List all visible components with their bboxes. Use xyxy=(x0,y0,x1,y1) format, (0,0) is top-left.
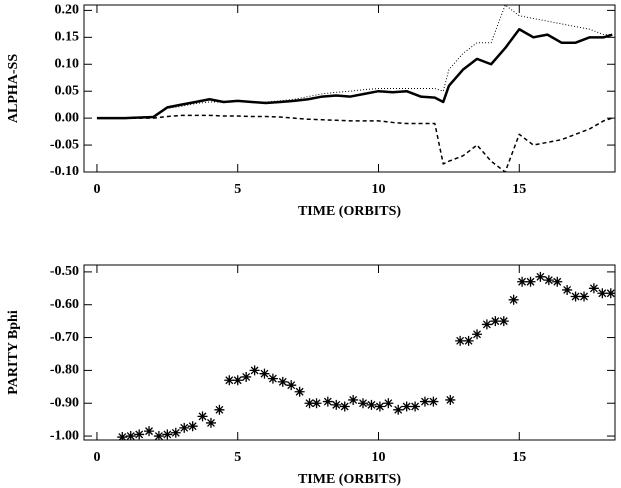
asterisk-marker xyxy=(597,288,608,299)
asterisk-marker xyxy=(374,401,385,412)
asterisk-marker xyxy=(117,432,128,440)
asterisk-marker xyxy=(508,294,519,305)
asterisk-marker xyxy=(481,319,492,330)
x-tick-label: 15 xyxy=(512,182,526,197)
asterisk-marker xyxy=(277,376,288,387)
asterisk-marker xyxy=(197,411,208,422)
asterisk-marker xyxy=(259,368,270,379)
y-axis-label: ALPHA-SS xyxy=(6,54,21,123)
asterisk-marker xyxy=(249,365,260,376)
asterisk-marker xyxy=(605,288,615,299)
x-axis-label: TIME (ORBITS) xyxy=(298,472,401,487)
y-tick-label: -0.50 xyxy=(50,264,79,279)
asterisk-marker xyxy=(331,399,342,410)
panel: 0 5 10 15 -1.00 -0.90 -0.80 -0.70 -0.60 -0.50 TIME… xyxy=(6,264,616,487)
x-tick-label: 15 xyxy=(512,450,526,465)
asterisk-marker xyxy=(463,335,474,346)
x-tick-label: 5 xyxy=(234,182,241,197)
asterisk-marker xyxy=(134,429,145,440)
y-tick-label: -0.60 xyxy=(50,297,79,312)
y-tick-label: 0.05 xyxy=(55,83,80,98)
asterisk-marker xyxy=(311,398,322,409)
asterisk-marker xyxy=(339,401,350,412)
asterisk-marker xyxy=(525,276,536,287)
x-axis-label: TIME (ORBITS) xyxy=(298,204,401,219)
data-line xyxy=(96,114,613,172)
asterisk-marker xyxy=(125,431,136,440)
y-tick-label: -0.05 xyxy=(50,137,79,152)
asterisk-marker xyxy=(153,431,164,440)
y-tick-label: -0.90 xyxy=(50,395,79,410)
asterisk-marker xyxy=(419,396,430,407)
y-tick-label: 0.20 xyxy=(55,3,80,18)
asterisk-marker xyxy=(366,399,377,410)
y-tick-label: 0.15 xyxy=(55,30,80,45)
asterisk-marker xyxy=(294,386,305,397)
asterisk-marker xyxy=(348,394,359,405)
asterisk-marker xyxy=(232,375,243,386)
asterisk-marker xyxy=(241,371,252,382)
y-axis-label: PARITY Bphi xyxy=(6,310,21,395)
asterisk-marker xyxy=(267,373,278,384)
asterisk-marker xyxy=(179,422,190,433)
asterisk-marker xyxy=(498,316,509,327)
asterisk-marker xyxy=(455,335,466,346)
y-tick-label: -0.70 xyxy=(50,330,79,345)
asterisk-marker xyxy=(162,429,173,440)
x-tick-label: 5 xyxy=(234,450,241,465)
x-tick-label: 0 xyxy=(93,450,100,465)
plot-frame xyxy=(83,4,616,173)
asterisk-marker xyxy=(205,417,216,428)
asterisk-marker xyxy=(579,291,590,302)
asterisk-marker xyxy=(428,396,439,407)
asterisk-marker xyxy=(187,421,198,432)
asterisk-marker xyxy=(224,375,235,386)
asterisk-marker xyxy=(393,404,404,415)
plot-area xyxy=(117,271,615,440)
plot-frame xyxy=(83,264,616,441)
asterisk-marker xyxy=(445,394,456,405)
asterisk-marker xyxy=(410,401,421,412)
plot-area xyxy=(96,5,613,172)
x-tick-label: 10 xyxy=(371,182,385,197)
y-tick-label: -0.80 xyxy=(50,363,79,378)
y-tick-label: 0.10 xyxy=(55,56,80,71)
asterisk-marker xyxy=(214,404,225,415)
y-tick-label: -0.10 xyxy=(50,164,79,179)
asterisk-marker xyxy=(543,275,554,286)
y-tick-label: 0.00 xyxy=(55,110,80,125)
asterisk-marker xyxy=(286,380,297,391)
asterisk-marker xyxy=(535,271,546,282)
asterisk-marker xyxy=(383,398,394,409)
asterisk-marker xyxy=(562,284,573,295)
asterisk-marker xyxy=(588,283,599,294)
asterisk-marker xyxy=(170,427,181,438)
asterisk-marker xyxy=(144,426,155,437)
asterisk-marker xyxy=(472,329,483,340)
panel: 0 5 10 15 -0.10 -0.05 0.00 0.05 0.10 0.15 0.20 TIME… xyxy=(6,3,616,219)
x-tick-label: 10 xyxy=(371,450,385,465)
data-line xyxy=(96,27,613,120)
asterisk-marker xyxy=(304,398,315,409)
asterisk-marker xyxy=(358,398,369,409)
data-line xyxy=(96,5,613,119)
asterisk-marker xyxy=(401,401,412,412)
asterisk-marker xyxy=(490,316,501,327)
asterisk-marker xyxy=(322,396,333,407)
asterisk-marker xyxy=(517,276,528,287)
asterisk-marker xyxy=(570,291,581,302)
asterisk-marker xyxy=(552,276,563,287)
x-tick-label: 0 xyxy=(93,182,100,197)
y-tick-label: -1.00 xyxy=(50,428,79,443)
